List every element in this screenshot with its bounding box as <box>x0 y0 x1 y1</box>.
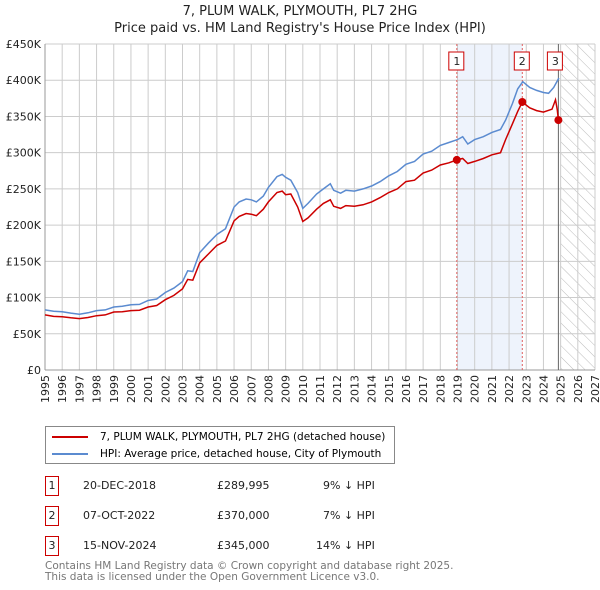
x-tick-label: 2003 <box>177 375 190 403</box>
y-tick-label: £400K <box>6 74 42 87</box>
x-tick-label: 2001 <box>142 375 155 403</box>
y-tick-label: £200K <box>6 219 42 232</box>
x-tick-label: 2013 <box>348 375 361 403</box>
sale-date: 15-NOV-2024 <box>83 539 157 552</box>
sale-marker-label: 2 <box>45 506 59 526</box>
sale-marker-box <box>546 51 563 71</box>
x-tick-label: 2005 <box>211 375 224 403</box>
sale-date: 07-OCT-2022 <box>83 509 156 522</box>
y-tick-label: £150K <box>6 255 42 268</box>
x-tick-label: 2012 <box>331 375 344 403</box>
chart-title: 7, PLUM WALK, PLYMOUTH, PL7 2HG <box>182 4 418 19</box>
sale-price: £289,995 <box>217 479 270 492</box>
sale-hpi-diff: 14% ↓ HPI <box>316 539 375 552</box>
sale-marker-box <box>448 51 465 71</box>
x-tick-label: 2025 <box>555 375 568 403</box>
x-tick-label: 2024 <box>537 375 550 403</box>
sale-marker-label: 3 <box>45 536 59 556</box>
legend-swatch-blue <box>52 453 88 455</box>
series-line <box>44 96 560 320</box>
x-tick-label: 1999 <box>108 375 121 403</box>
sale-hpi-diff: 9% ↓ HPI <box>323 479 375 492</box>
x-tick-label: 2009 <box>280 375 293 403</box>
x-tick-label: 2015 <box>383 375 396 403</box>
sale-point <box>518 97 527 106</box>
shaded-period <box>456 44 523 370</box>
sale-marker-label: 2 <box>519 55 526 68</box>
legend: 7, PLUM WALK, PLYMOUTH, PL7 2HG (detache… <box>45 426 395 464</box>
x-tick-label: 2007 <box>245 375 258 403</box>
x-tick-label: 2023 <box>520 375 533 403</box>
x-tick-label: 2022 <box>503 375 516 403</box>
legend-item-property: 7, PLUM WALK, PLYMOUTH, PL7 2HG (detache… <box>52 431 385 443</box>
x-tick-label: 1996 <box>56 375 69 403</box>
x-tick-label: 2017 <box>417 375 430 403</box>
x-tick-label: 2027 <box>589 375 600 403</box>
sale-point <box>554 116 563 125</box>
y-tick-label: £300K <box>6 147 42 160</box>
sale-marker-label: 3 <box>552 55 559 68</box>
x-tick-label: 2008 <box>262 375 275 403</box>
x-tick-label: 2010 <box>297 375 310 403</box>
x-tick-label: 2020 <box>469 375 482 403</box>
footer: Contains HM Land Registry data © Crown c… <box>45 561 453 583</box>
x-tick-label: 2002 <box>159 375 172 403</box>
x-tick-label: 2014 <box>366 375 379 403</box>
y-tick-label: £350K <box>6 110 42 123</box>
sale-marker-box <box>513 51 530 71</box>
sale-marker-label: 1 <box>453 55 460 68</box>
x-tick-label: 1997 <box>73 375 86 403</box>
chart-subtitle: Price paid vs. HM Land Registry's House … <box>114 21 486 36</box>
x-tick-label: 2000 <box>125 375 138 403</box>
x-tick-label: 2018 <box>434 375 447 403</box>
legend-swatch-red <box>52 436 88 438</box>
x-tick-label: 2019 <box>452 375 465 403</box>
x-tick-label: 1998 <box>91 375 104 403</box>
y-tick-label: £450K <box>6 38 42 51</box>
x-tick-label: 2026 <box>572 375 585 403</box>
x-tick-label: 2021 <box>486 375 499 403</box>
price-chart: 1995 1996 1997 1998 1999 2000 2001 2002 2003 2004… <box>6 38 600 403</box>
footer-line: This data is licensed under the Open Gov… <box>45 571 380 583</box>
x-tick-label: 2016 <box>400 375 413 403</box>
legend-item-hpi: HPI: Average price, detached house, City… <box>52 448 381 460</box>
sale-date: 20-DEC-2018 <box>83 479 157 492</box>
x-tick-label: 2004 <box>194 375 207 403</box>
sale-price: £345,000 <box>217 539 270 552</box>
y-tick-label: £50K <box>13 328 42 341</box>
sale-price: £370,000 <box>217 509 270 522</box>
legend-label: HPI: Average price, detached house, City… <box>100 448 382 460</box>
y-tick-label: £250K <box>6 183 42 196</box>
x-tick-label: 2006 <box>228 375 241 403</box>
x-tick-label: 1995 <box>39 375 52 403</box>
x-tick-label: 2011 <box>314 375 327 403</box>
legend-label: 7, PLUM WALK, PLYMOUTH, PL7 2HG (detache… <box>100 431 386 443</box>
sale-point <box>452 155 461 164</box>
series-line <box>44 77 560 315</box>
y-tick-label: £100K <box>6 292 42 305</box>
sale-hpi-diff: 7% ↓ HPI <box>323 509 375 522</box>
sale-marker-label: 1 <box>45 476 59 496</box>
footer-line: Contains HM Land Registry data © Crown c… <box>45 560 454 572</box>
y-tick-label: £0 <box>27 364 41 377</box>
